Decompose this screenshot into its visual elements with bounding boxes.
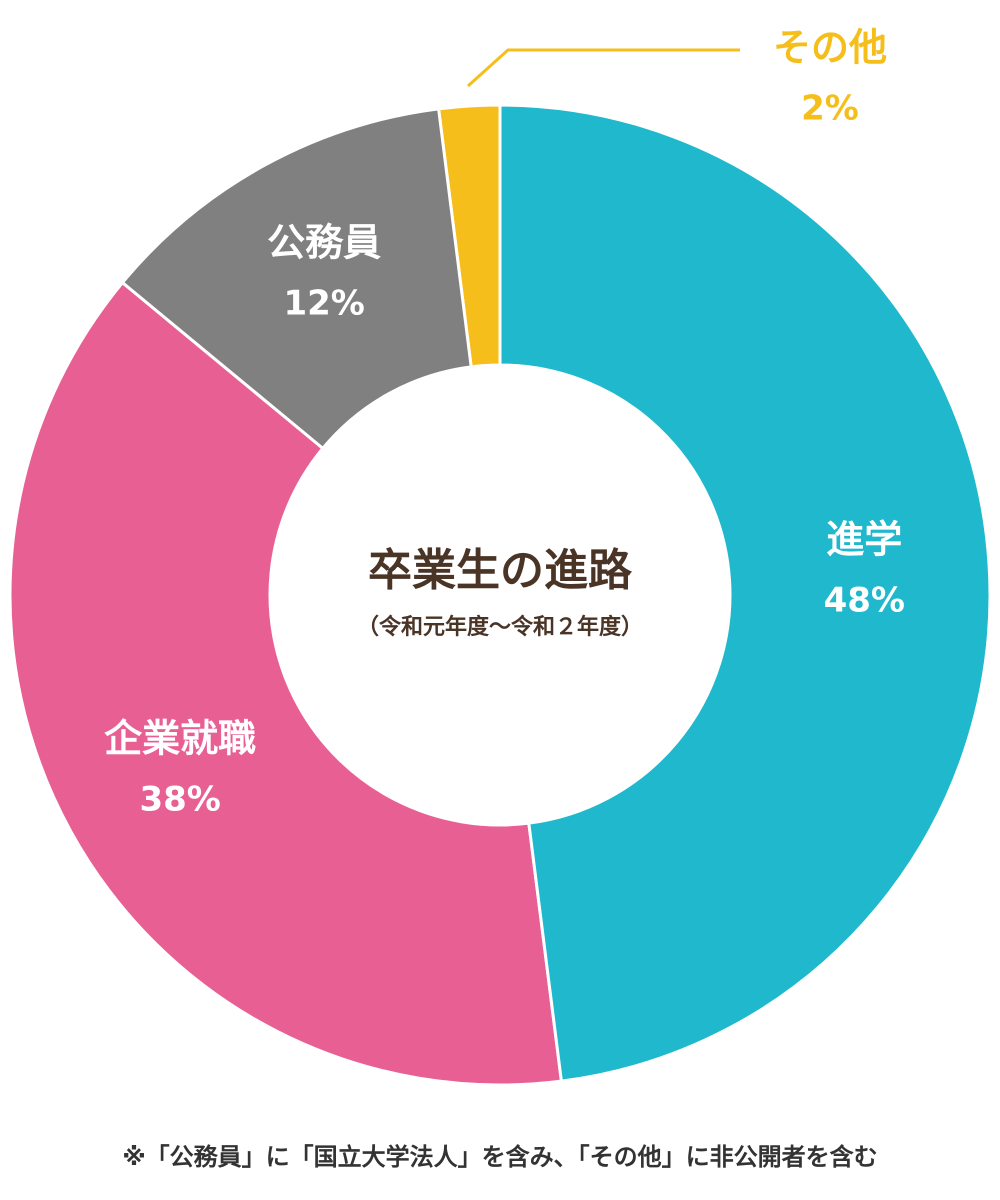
slice-label: その他 bbox=[773, 26, 887, 70]
slice-label: 企業就職 bbox=[104, 716, 256, 760]
value-label: 2% bbox=[801, 89, 859, 129]
donut-slice bbox=[8, 280, 564, 1087]
leader-line bbox=[466, 48, 740, 88]
donut-slice bbox=[120, 107, 473, 451]
slice-label: 公務員 bbox=[267, 221, 381, 265]
donut-slice bbox=[498, 103, 992, 1083]
chart-title: 卒業生の進路 bbox=[368, 545, 633, 596]
value-label: 12% bbox=[283, 284, 364, 324]
value-label: 38% bbox=[139, 779, 220, 819]
footnote: ※「公務員」に「国立大学法人」を含み、「その他」に非公開者を含む bbox=[122, 1143, 877, 1171]
slice-label: 進学 bbox=[826, 518, 902, 562]
value-label: 48% bbox=[824, 581, 905, 621]
chart-subtitle: （令和元年度～令和２年度） bbox=[357, 614, 643, 640]
